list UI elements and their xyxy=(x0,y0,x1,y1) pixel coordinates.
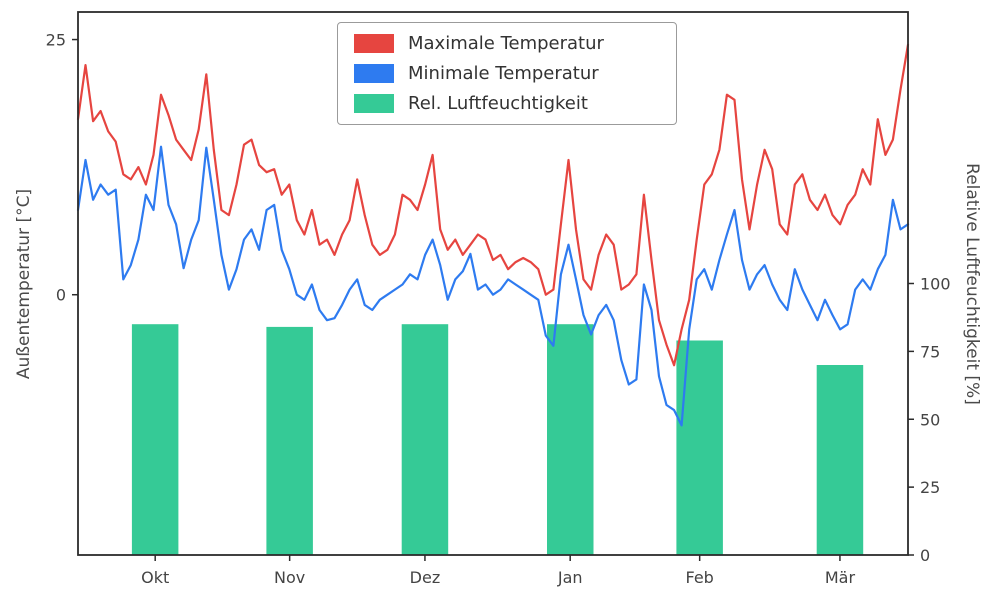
legend-label-max-temp: Maximale Temperatur xyxy=(408,33,604,54)
legend-label-min-temp: Minimale Temperatur xyxy=(408,63,599,84)
left-axis-label: Außentemperatur [°C] xyxy=(14,188,34,380)
right-tick-label-100: 100 xyxy=(920,275,951,294)
min-temperature-line xyxy=(76,145,910,427)
right-tick-label-50: 50 xyxy=(920,410,940,429)
max-temperature-line xyxy=(76,43,910,367)
humidity-bar-Mär xyxy=(816,365,864,555)
right-tick-label-0: 0 xyxy=(920,546,930,565)
humidity-bar-Jan xyxy=(547,324,594,555)
humidity-bar-Okt xyxy=(131,324,179,555)
right-axis-label: Relative Luftfeuchtigkeit [%] xyxy=(962,163,982,405)
legend-patch-min-temp-icon xyxy=(354,64,394,83)
legend-label-humidity: Rel. Luftfeuchtigkeit xyxy=(408,93,588,114)
legend-patch-max-temp-icon xyxy=(354,34,394,53)
x-tick-label-Dez: Dez xyxy=(410,568,441,587)
x-tick-label-Jan: Jan xyxy=(557,568,583,587)
legend-entry-max-temp: Maximale Temperatur xyxy=(354,33,660,54)
x-tick-label-Okt: Okt xyxy=(141,568,169,587)
right-tick-label-25: 25 xyxy=(920,478,940,497)
x-tick-label-Nov: Nov xyxy=(274,568,305,587)
left-tick-label-25: 25 xyxy=(46,31,66,50)
x-tick-label-Mär: Mär xyxy=(825,568,856,587)
x-tick-label-Feb: Feb xyxy=(686,568,714,587)
legend: Maximale Temperatur Minimale Temperatur … xyxy=(337,22,677,125)
legend-entry-humidity: Rel. Luftfeuchtigkeit xyxy=(354,93,660,114)
humidity-bar-Nov xyxy=(266,326,313,555)
humidity-bar-Feb xyxy=(676,340,723,555)
right-tick-label-75: 75 xyxy=(920,342,940,361)
left-tick-label-0: 0 xyxy=(56,286,66,305)
legend-patch-humidity-icon xyxy=(354,94,394,113)
legend-entry-min-temp: Minimale Temperatur xyxy=(354,63,660,84)
humidity-bar-Dez xyxy=(401,324,449,555)
